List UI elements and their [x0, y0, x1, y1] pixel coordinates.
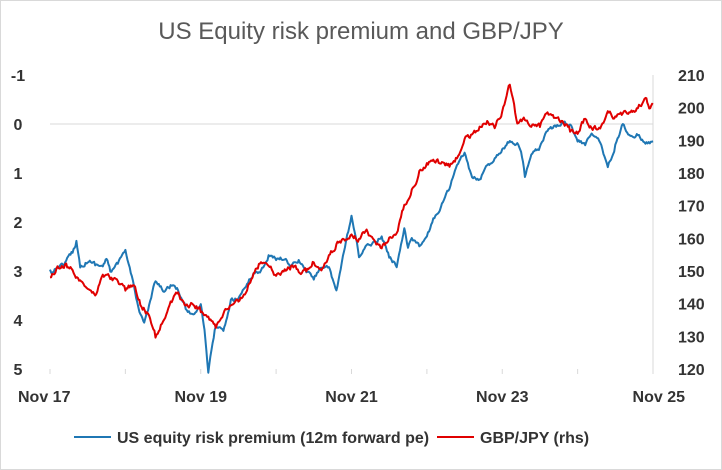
- series-line-equity-risk-premium: [49, 120, 654, 374]
- left-tick-label: -1: [11, 68, 25, 85]
- right-tick-label: 130: [678, 329, 705, 346]
- x-tick-label: Nov 25: [633, 389, 686, 406]
- x-tick-label: Nov 19: [175, 389, 228, 406]
- axes: -1 0 1 2 3 4 5 210 200 190 180 170 160 150 140 130 120 No…: [11, 68, 705, 406]
- x-tick-label: Nov 21: [325, 389, 378, 406]
- legend-label-equity-risk-premium: US equity risk premium (12m forward pe): [117, 430, 429, 447]
- left-tick-label: 0: [14, 117, 23, 134]
- right-tick-label: 160: [678, 231, 705, 248]
- right-tick-label: 170: [678, 199, 705, 216]
- left-tick-label: 3: [14, 264, 23, 281]
- right-tick-label: 210: [678, 68, 705, 85]
- series-line-gbp-jpy: [49, 83, 654, 339]
- right-tick-label: 180: [678, 166, 705, 183]
- right-tick-label: 140: [678, 297, 705, 314]
- left-tick-label: 4: [14, 313, 23, 330]
- right-tick-label: 200: [678, 101, 705, 118]
- left-tick-label: 5: [14, 362, 23, 379]
- left-tick-label: 2: [14, 215, 23, 232]
- right-tick-label: 190: [678, 133, 705, 150]
- right-tick-label: 120: [678, 362, 705, 379]
- chart-title: US Equity risk premium and GBP/JPY: [158, 18, 564, 45]
- legend-label-gbp-jpy: GBP/JPY (rhs): [480, 430, 589, 447]
- x-tick-label: Nov 17: [18, 389, 71, 406]
- left-tick-label: 1: [14, 166, 23, 183]
- series-layer: [49, 83, 654, 374]
- x-tick-label: Nov 23: [476, 389, 529, 406]
- right-tick-label: 150: [678, 264, 705, 281]
- legend: US equity risk premium (12m forward pe) G…: [74, 430, 589, 447]
